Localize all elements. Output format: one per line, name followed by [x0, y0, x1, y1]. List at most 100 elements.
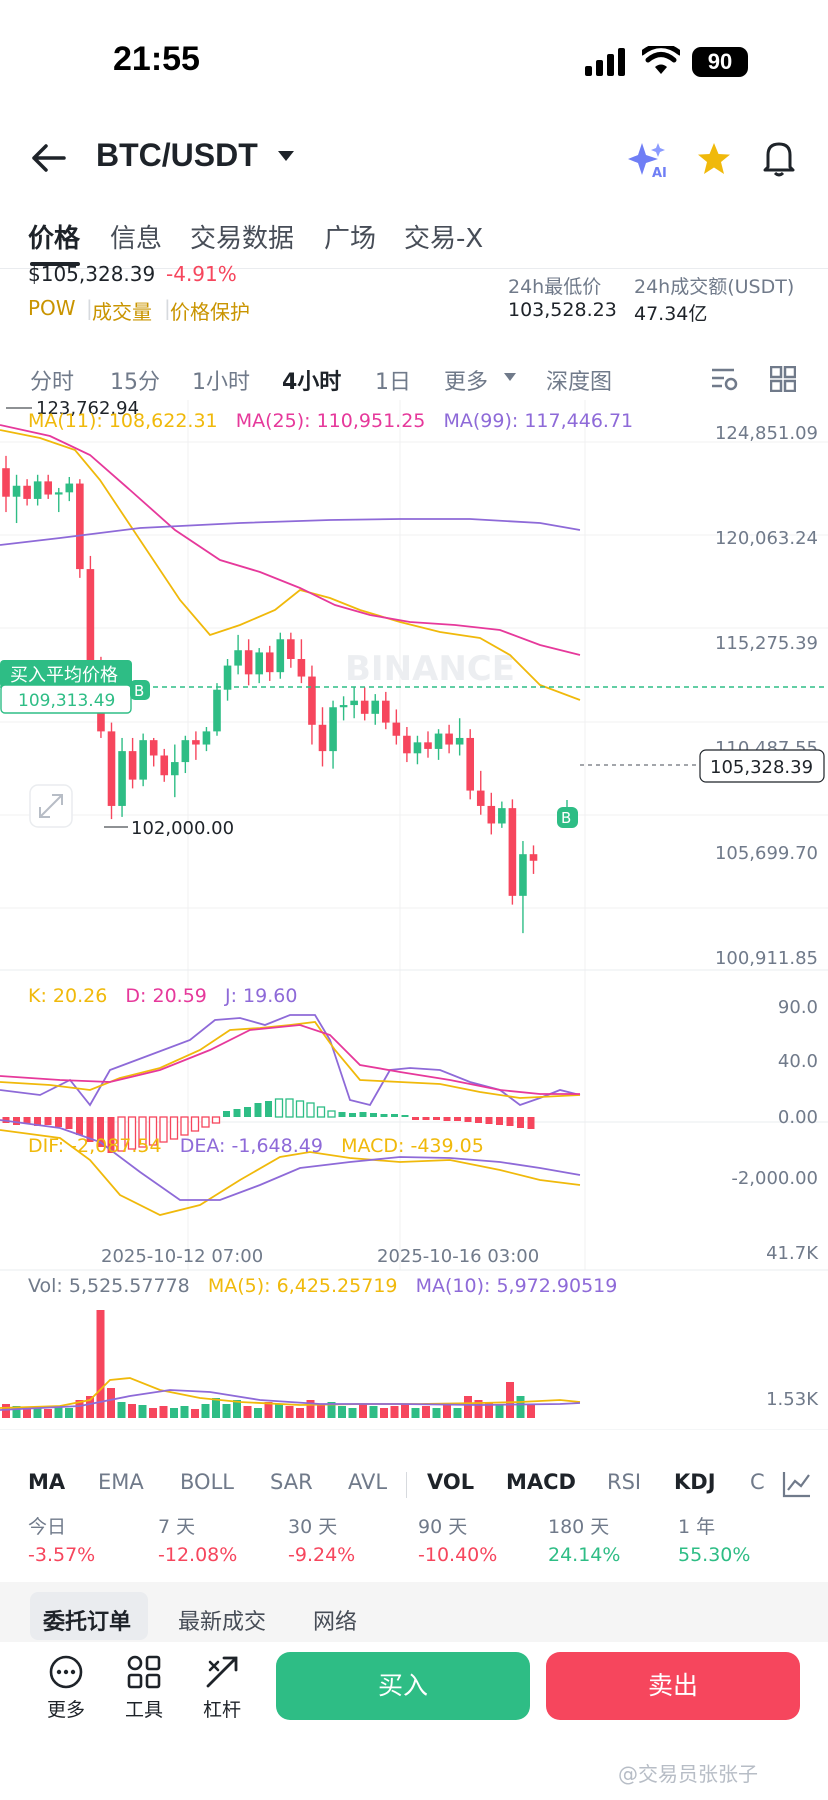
tab-open-orders[interactable]: 委托订单	[43, 1610, 132, 1635]
candle-body	[519, 854, 527, 896]
layout-grid-icon[interactable]	[770, 366, 796, 392]
indicator-boll[interactable]: BOLL	[180, 1470, 234, 1494]
tab-latest-trades[interactable]: 最新成交	[178, 1610, 267, 1635]
price-tick-label: 124,851.09	[715, 423, 818, 444]
kline-chart[interactable]: 124,851.09120,063.24115,275.39110,487.55…	[0, 400, 828, 1430]
pair-title[interactable]: BTC/USDT	[96, 137, 258, 173]
volume-bar	[170, 1408, 178, 1418]
perf-value: -9.24%	[288, 1544, 356, 1566]
tools-label: 工具	[124, 1699, 163, 1721]
more-dropdown-icon[interactable]	[503, 372, 517, 382]
ma25-legend: MA(25): 110,951.25	[235, 410, 426, 432]
tab-square[interactable]: 广场	[324, 224, 377, 254]
indicator-rsi[interactable]: RSI	[607, 1470, 642, 1494]
sell-button[interactable]: 卖出	[546, 1652, 800, 1720]
avg-price-box	[0, 684, 132, 714]
candle-body	[139, 740, 147, 780]
indicator-kdj[interactable]: KDJ	[674, 1470, 716, 1494]
turnover-label: 24h成交额(USDT)	[634, 276, 795, 298]
ma11-line	[0, 429, 581, 701]
interval-4h[interactable]: 4小时	[282, 370, 342, 395]
favorite-star-icon[interactable]	[696, 141, 732, 177]
candle-body	[255, 652, 263, 675]
candle-body	[265, 652, 274, 673]
macd-histogram-bar	[422, 1117, 430, 1120]
pair-dropdown-icon[interactable]	[276, 149, 296, 163]
vol-ma5-line	[0, 1377, 581, 1409]
interval-1d[interactable]: 1日	[375, 370, 411, 395]
indicator-ma[interactable]: MA	[28, 1470, 66, 1494]
ai-sparkle-icon[interactable]: AI	[628, 141, 668, 179]
macd-histogram-bar	[244, 1107, 251, 1117]
bell-icon[interactable]	[762, 139, 796, 177]
volume-bar	[327, 1402, 336, 1418]
tab-info[interactable]: 信息	[110, 224, 163, 254]
tab-price[interactable]: 价格	[28, 224, 81, 254]
candle-body	[33, 481, 42, 499]
candle-body	[392, 722, 401, 736]
macd-histogram-bar	[55, 1117, 62, 1127]
buy-marker	[130, 680, 150, 700]
volume-bar	[464, 1396, 472, 1418]
indicator-avl[interactable]: AVL	[348, 1470, 388, 1494]
perf-label: 今日	[28, 1516, 67, 1538]
macd-histogram-bar	[34, 1117, 41, 1126]
macd-histogram-bar	[201, 1116, 210, 1128]
kdj-k: K: 20.26	[28, 985, 108, 1007]
interval-15m[interactable]: 15分	[110, 370, 160, 395]
tab-underline	[30, 262, 80, 266]
tag-pow[interactable]: POW	[28, 296, 76, 320]
indicator-vol[interactable]: VOL	[427, 1470, 475, 1494]
volume-bar	[233, 1400, 241, 1418]
macd-tick-label: -2,000.00	[731, 1168, 818, 1189]
volume-bar	[254, 1408, 262, 1418]
volume-bar	[380, 1408, 388, 1418]
price-tick-label: 120,063.24	[715, 528, 818, 549]
tag-volume[interactable]: 成交量	[92, 300, 152, 324]
volume-bar	[75, 1400, 84, 1418]
interval-depth[interactable]: 深度图	[546, 370, 613, 395]
indicator-macd[interactable]: MACD	[506, 1470, 576, 1494]
macd-legend: DIF: -2,087.54 DEA: -1,648.49 MACD: -439…	[28, 1135, 484, 1157]
indicator-sar[interactable]: SAR	[270, 1470, 313, 1494]
candle-body	[487, 805, 496, 824]
candle-body	[445, 733, 453, 745]
buy-button[interactable]: 买入	[276, 1652, 530, 1720]
tools-button[interactable]: 工具	[114, 1650, 174, 1722]
kdj-d-line	[0, 1024, 580, 1095]
interval-time-share[interactable]: 分时	[30, 370, 75, 395]
tag-price-protection[interactable]: 价格保护	[170, 300, 250, 324]
macd-histogram-bar	[190, 1116, 200, 1132]
chart-settings-icon[interactable]	[710, 366, 738, 392]
macd-histogram-bar	[97, 1117, 104, 1147]
leverage-button[interactable]: 杠杆	[192, 1650, 252, 1722]
volume-bar	[506, 1382, 514, 1418]
macd-histogram-bar	[433, 1117, 440, 1120]
macd-histogram-bar	[412, 1117, 419, 1120]
tab-trading-data[interactable]: 交易数据	[190, 224, 295, 254]
perf-label: 1 年	[678, 1516, 716, 1538]
buy-marker-label: B	[561, 809, 571, 827]
candle-body	[234, 650, 242, 666]
app-header: BTC/USDT AI	[0, 125, 828, 195]
macd-histogram-bar	[285, 1098, 294, 1118]
interval-more[interactable]: 更多	[444, 370, 489, 395]
indicator-chart-icon[interactable]	[782, 1470, 812, 1498]
volume-bar	[495, 1404, 504, 1418]
candle-body	[223, 665, 232, 690]
tab-trade-x[interactable]: 交易-X	[404, 224, 484, 254]
indicator-more[interactable]: C	[750, 1470, 765, 1494]
indicator-ema[interactable]: EMA	[98, 1470, 144, 1494]
interval-1h[interactable]: 1小时	[192, 370, 250, 395]
tab-network[interactable]: 网络	[313, 1610, 358, 1635]
macd-histogram-bar	[223, 1111, 230, 1117]
avg-price-tag	[0, 660, 132, 688]
more-button[interactable]: 更多	[36, 1650, 96, 1722]
back-arrow-icon[interactable]	[30, 143, 66, 173]
expand-icon	[39, 794, 63, 818]
macd-value: MACD: -439.05	[341, 1135, 484, 1157]
current-price-box	[699, 749, 825, 783]
candle-body	[424, 742, 432, 749]
time-tick-label: 2025-10-12 07:00	[101, 1246, 263, 1267]
candle-body	[339, 705, 348, 708]
